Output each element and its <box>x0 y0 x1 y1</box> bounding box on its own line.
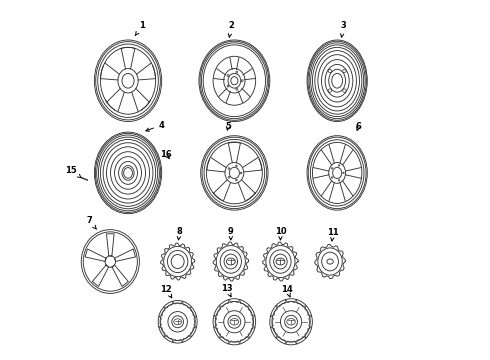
Text: 9: 9 <box>228 227 234 240</box>
Text: 14: 14 <box>281 285 293 297</box>
Text: 8: 8 <box>176 227 182 240</box>
Text: 2: 2 <box>228 21 235 37</box>
Text: 15: 15 <box>65 166 81 178</box>
Text: 3: 3 <box>341 21 346 37</box>
Text: 4: 4 <box>146 121 165 131</box>
Text: 6: 6 <box>355 122 361 131</box>
Text: 11: 11 <box>327 228 339 241</box>
Text: 12: 12 <box>160 285 172 298</box>
Text: 1: 1 <box>135 21 145 35</box>
Text: 13: 13 <box>221 284 232 297</box>
Text: 7: 7 <box>86 216 97 229</box>
Text: 5: 5 <box>225 122 231 131</box>
Text: 10: 10 <box>274 227 286 240</box>
Text: 16: 16 <box>160 150 172 159</box>
